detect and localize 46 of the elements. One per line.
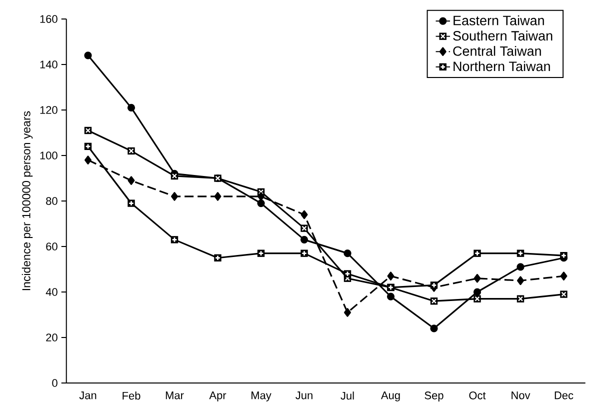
- x-tick-label: May: [252, 392, 272, 402]
- x-tick-label: Nov: [512, 392, 530, 400]
- legend-label: Northern Taiwan: [454, 61, 550, 72]
- point: [258, 192, 265, 201]
- point: [171, 192, 178, 201]
- x-tick-label: Sep: [424, 392, 444, 402]
- point: [344, 308, 351, 317]
- y-tick-label: 20: [46, 334, 58, 342]
- point: [473, 288, 482, 296]
- point: [560, 272, 568, 280]
- point: [128, 176, 135, 185]
- point: [84, 52, 92, 60]
- point: [257, 199, 265, 208]
- point: [474, 274, 481, 283]
- x-tick-label: Aug: [380, 392, 400, 402]
- x-tick-label: Dec: [554, 392, 574, 400]
- x-tick-label: Jun: [296, 392, 312, 400]
- point: [430, 324, 438, 332]
- y-axis-title: Incidence per 100000 person years: [22, 111, 33, 290]
- point: [386, 292, 395, 300]
- y-tick-label: 60: [46, 242, 58, 250]
- point: [300, 236, 308, 244]
- x-tick-label: Apr: [209, 392, 226, 402]
- y-tick-label: 100: [40, 152, 58, 160]
- point: [214, 192, 222, 201]
- x-tick-label: Oct: [469, 392, 486, 400]
- point: [516, 263, 524, 271]
- point: [517, 276, 524, 286]
- y-tick-label: 120: [40, 106, 58, 114]
- point: [387, 272, 394, 280]
- y-tick-label: 40: [46, 288, 58, 296]
- legend-label: Eastern Taiwan: [454, 15, 544, 26]
- x-tick-label: Mar: [166, 392, 184, 400]
- y-tick-label: 0: [52, 379, 58, 387]
- y-tick-label: 140: [40, 60, 58, 68]
- y-tick-label: 160: [40, 15, 58, 23]
- legend-label: Southern Taiwan: [453, 30, 552, 41]
- x-tick-label: Jan: [79, 392, 96, 400]
- point: [84, 156, 92, 164]
- point: [344, 250, 352, 258]
- y-tick-label: 80: [46, 197, 58, 205]
- point: [300, 210, 308, 220]
- x-tick-label: Feb: [122, 392, 140, 400]
- point: [127, 104, 136, 112]
- x-tick-label: Jul: [340, 392, 354, 400]
- legend-label: Central Taiwan: [453, 46, 541, 56]
